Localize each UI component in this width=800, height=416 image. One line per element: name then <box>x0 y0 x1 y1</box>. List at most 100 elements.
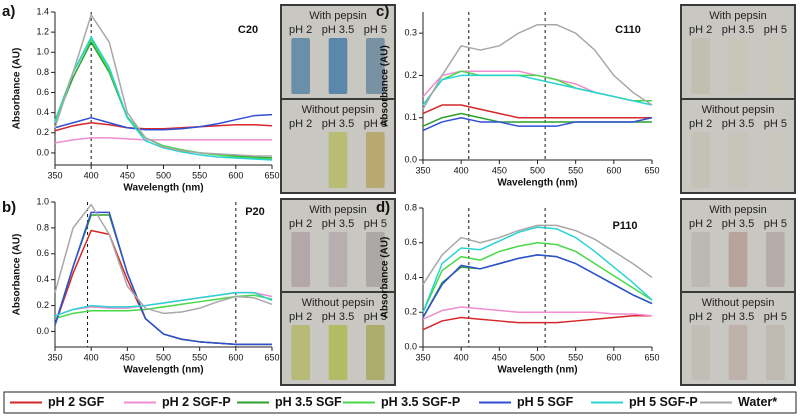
x-tick-label: 550 <box>568 165 583 175</box>
vial <box>291 38 310 94</box>
y-tick-label: 0.0 <box>36 147 49 157</box>
legend-box <box>3 391 797 414</box>
panel-label: b) <box>2 199 16 216</box>
y-tick-label: 0.0 <box>404 154 417 164</box>
vial <box>728 325 748 380</box>
x-tick-label: 350 <box>47 352 62 362</box>
vial-label: pH 3.5 <box>722 24 754 36</box>
y-tick-label: 0.0 <box>404 341 417 351</box>
y-tick-label: 1.0 <box>36 47 49 57</box>
vial-label: pH 2 <box>289 218 312 230</box>
y-tick-label: 0.6 <box>36 248 49 258</box>
photo-title: With pepsin <box>309 204 366 216</box>
y-axis-title: Absorbance (AU) <box>380 45 391 127</box>
spectrum-line <box>422 104 652 119</box>
y-tick-label: 0.2 <box>36 127 49 137</box>
x-tick-label: 650 <box>644 165 659 175</box>
vial <box>328 38 348 94</box>
vial-label: pH 5 <box>764 218 787 230</box>
x-tick-label: 350 <box>47 170 62 180</box>
sample-label: P110 <box>612 220 637 232</box>
y-tick-label: 0.3 <box>404 28 417 38</box>
spectrum-line <box>54 203 273 315</box>
vial <box>328 325 348 380</box>
x-tick-label: 500 <box>156 170 171 180</box>
vial <box>728 132 748 188</box>
panel-label: c) <box>376 3 389 20</box>
y-tick-label: 0.1 <box>404 112 417 122</box>
y-tick-label: 0.4 <box>36 274 49 284</box>
legend-label: pH 2 SGF <box>48 395 105 409</box>
spectrum-line <box>54 113 273 131</box>
x-tick-label: 500 <box>156 352 171 362</box>
legend-label: pH 3.5 SGF-P <box>381 395 460 409</box>
y-tick-label: 0.8 <box>36 67 49 77</box>
x-tick-label: 650 <box>264 352 279 362</box>
x-tick-label: 600 <box>606 165 621 175</box>
x-tick-label: 450 <box>120 170 135 180</box>
vial-label: pH 5 <box>764 311 787 323</box>
spectrum-line <box>422 242 653 313</box>
legend-label: Water* <box>738 395 777 409</box>
legend-label: pH 3.5 SGF <box>275 395 342 409</box>
x-tick-label: 600 <box>228 352 243 362</box>
y-tick-label: 1.0 <box>36 196 49 206</box>
x-tick-label: 650 <box>264 170 279 180</box>
x-tick-label: 350 <box>415 165 430 175</box>
spectrum-line <box>54 36 273 161</box>
vial <box>366 132 385 188</box>
photo-title: With pepsin <box>709 10 766 22</box>
x-axis-title: Wavelength (nm) <box>123 365 203 376</box>
photo-title: Without pepsin <box>302 104 375 116</box>
spectrum-line <box>422 112 652 127</box>
vial <box>766 38 785 94</box>
vial-label: pH 3.5 <box>322 118 354 130</box>
x-tick-label: 500 <box>530 165 545 175</box>
photo-title: Without pepsin <box>702 297 775 309</box>
vial <box>691 132 710 188</box>
y-tick-label: 0.4 <box>36 107 49 117</box>
spectrum-line <box>422 314 652 331</box>
vial-label: pH 2 <box>689 218 712 230</box>
vial-label: pH 3.5 <box>322 311 354 323</box>
vial <box>691 38 710 94</box>
legend-label: pH 5 SGF <box>517 395 574 409</box>
y-tick-label: 0.8 <box>404 202 417 212</box>
y-tick-label: 0.8 <box>36 222 49 232</box>
sample-label: P20 <box>245 206 265 218</box>
legend-label: pH 5 SGF-P <box>629 395 698 409</box>
spectrum-line <box>422 116 653 132</box>
photo-title: With pepsin <box>709 204 766 216</box>
spectrum-line <box>422 226 653 313</box>
vial-label: pH 5 <box>764 24 787 36</box>
vial-label: pH 2 <box>289 311 312 323</box>
vial-label: pH 2 <box>289 118 312 130</box>
legend-label: pH 2 SGF-P <box>162 395 231 409</box>
spectrum-line <box>54 38 273 160</box>
photo-title: Without pepsin <box>302 297 375 309</box>
spectrum-line <box>54 14 272 157</box>
vial-label: pH 2 <box>689 118 712 130</box>
vial-label: pH 5 <box>764 118 787 130</box>
y-tick-label: 0.4 <box>404 272 417 282</box>
x-tick-label: 650 <box>644 352 659 362</box>
spectrum-line <box>54 121 273 132</box>
x-tick-label: 450 <box>492 165 507 175</box>
vial <box>766 232 785 287</box>
x-tick-label: 550 <box>192 352 207 362</box>
x-tick-label: 550 <box>568 352 583 362</box>
spectrum-line <box>422 306 653 320</box>
vial <box>291 325 310 380</box>
photo-title: With pepsin <box>309 10 366 22</box>
y-tick-label: 0.6 <box>404 237 417 247</box>
vial <box>291 232 310 287</box>
sample-label: C110 <box>615 24 641 36</box>
vial-label: pH 3.5 <box>322 218 354 230</box>
x-tick-label: 400 <box>84 352 99 362</box>
photo-title: Without pepsin <box>702 104 775 116</box>
x-tick-label: 500 <box>530 352 545 362</box>
vial <box>691 325 710 380</box>
vial <box>366 38 385 94</box>
vial-label: pH 5 <box>364 24 387 36</box>
y-axis-title: Absorbance (AU) <box>380 237 391 319</box>
